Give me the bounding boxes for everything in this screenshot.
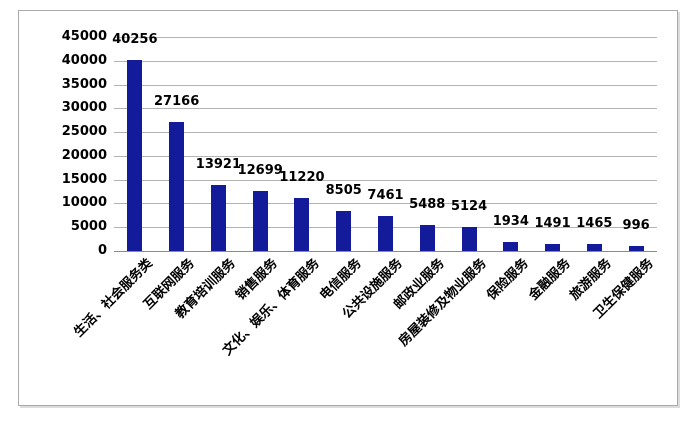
y-gridline <box>114 37 657 38</box>
bar <box>210 184 226 251</box>
bar-value-label: 11220 <box>279 169 325 185</box>
bar-value-label: 1491 <box>534 215 571 231</box>
y-axis-tick-label: 45000 <box>61 29 107 44</box>
bar <box>336 210 352 251</box>
bar <box>419 224 435 251</box>
y-gridline <box>114 84 657 86</box>
x-axis-category-label: 金融服务 <box>525 256 574 304</box>
x-axis-category-label: 生活、社会服务类 <box>71 256 156 341</box>
bar <box>169 121 185 251</box>
bar <box>294 197 310 251</box>
bar <box>378 215 393 251</box>
y-axis-tick-label: 10000 <box>61 195 107 211</box>
bar <box>586 244 602 251</box>
bar <box>252 190 268 251</box>
y-axis-tick-label: 25000 <box>61 124 107 140</box>
bar <box>127 59 143 251</box>
bar-value-label: 8505 <box>325 182 362 198</box>
y-gridline <box>114 60 657 62</box>
bar <box>503 241 519 251</box>
bar-value-label: 12699 <box>237 162 283 178</box>
y-gridline <box>114 179 657 181</box>
bar <box>628 246 644 251</box>
bar-value-label: 5488 <box>409 196 446 212</box>
y-gridline <box>114 132 657 134</box>
y-axis-tick-label: 0 <box>97 243 107 258</box>
bar-value-label: 5124 <box>450 198 488 214</box>
y-axis-tick-label: 20000 <box>61 147 107 163</box>
chart-frame: 45000 40000 35000 30000 25000 20000 15000 10000… <box>18 10 678 406</box>
bar <box>461 226 477 251</box>
plot-area: 40256 27166 13921 12699 11220 8505 7461 5488 512… <box>112 32 657 252</box>
bar-value-label: 1465 <box>576 216 613 232</box>
y-axis-tick-label: 40000 <box>61 52 107 68</box>
bar-value-label: 13921 <box>195 156 242 172</box>
bar-value-label: 7461 <box>367 187 404 203</box>
bar <box>545 243 561 251</box>
y-axis-tick-label: 35000 <box>61 76 107 92</box>
y-axis-tick-label: 30000 <box>61 100 107 116</box>
y-axis-tick-label: 5000 <box>70 219 107 235</box>
x-axis-category-label: 保险服务 <box>484 256 532 304</box>
bar-value-label: 40256 <box>112 31 158 47</box>
bar-value-label: 27166 <box>154 93 200 109</box>
y-gridline <box>114 108 657 110</box>
bar-value-label: 996 <box>622 218 650 234</box>
bar-value-label: 1934 <box>492 213 529 229</box>
y-gridline <box>114 155 657 157</box>
y-axis-tick-label: 15000 <box>61 171 107 187</box>
x-axis-line <box>114 251 657 252</box>
y-gridline <box>114 203 657 205</box>
